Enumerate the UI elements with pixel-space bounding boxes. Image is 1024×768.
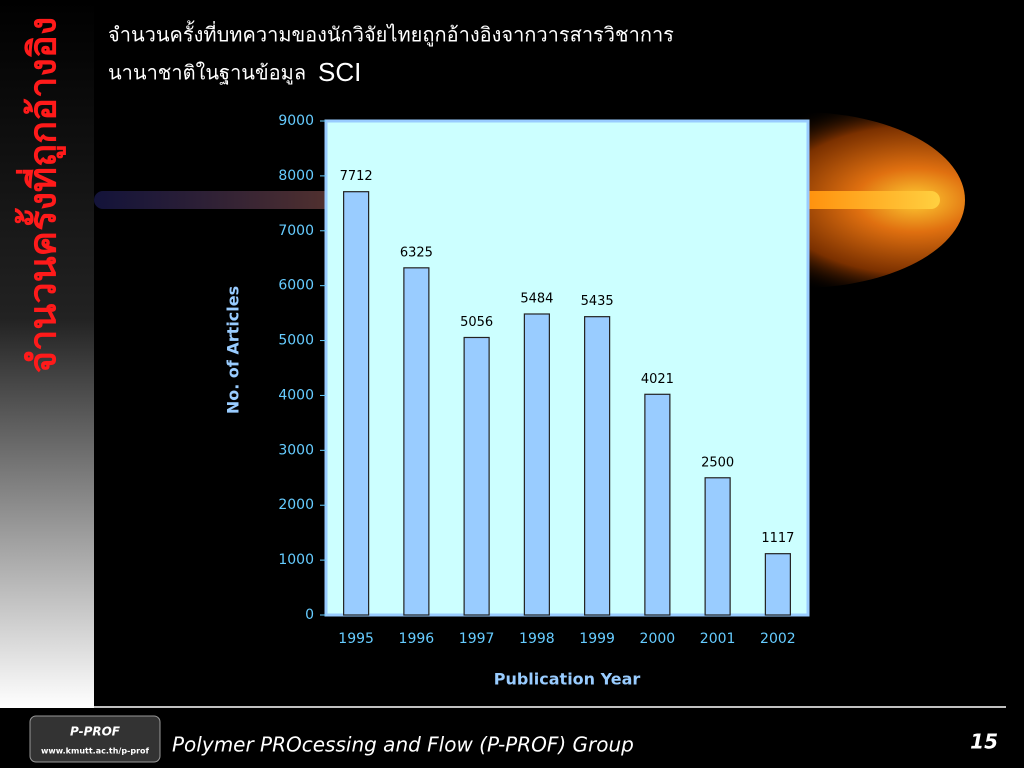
bar [343,191,370,616]
y-tick-label: 3000 [278,442,314,458]
bar [403,267,430,616]
y-tick-label: 2000 [278,497,314,513]
y-tick-label: 6000 [278,278,314,294]
logo-url: www.kmutt.ac.th/p-prof [41,747,150,756]
x-tick-label: 2001 [700,631,736,647]
y-tick-label: 4000 [278,387,314,403]
value-label: 5435 [581,294,614,309]
heading-line: นานาชาติในฐานข้อมูล [108,61,306,86]
x-tick-label: 2002 [760,631,796,647]
y-tick-label: 7000 [278,223,314,239]
y-tick-label: 1000 [278,552,314,568]
y-tick-label: 9000 [278,113,314,129]
value-label: 1117 [761,531,794,546]
bar [523,313,550,616]
heading-sci: SCI [318,57,361,87]
x-tick-label: 1995 [338,631,374,647]
bar [644,393,671,616]
y-axis-title: No. of Articles [224,286,243,414]
value-label: 2500 [701,455,734,470]
logo [29,715,161,763]
heading-line: จำนวนครั้งที่บทความของนักวิจัยไทยถูกอ้าง… [108,21,674,48]
x-tick-label: 1999 [579,631,615,647]
y-tick-label: 0 [305,607,314,623]
chart: 0 1000 2000 3000 4000 5000 6000 7000 8000 9000 199… [224,113,810,689]
sidebar [0,0,94,708]
bar [704,477,731,616]
page-number: 15 [970,730,998,754]
x-tick-label: 1997 [459,631,495,647]
y-tick-label: 5000 [278,333,314,349]
value-label: 5056 [460,315,493,330]
x-axis-title: Publication Year [494,670,641,689]
y-tick-label: 8000 [278,168,314,184]
bar [764,553,791,616]
value-label: 6325 [400,245,433,260]
x-tick-label: 1996 [399,631,435,647]
value-label: 4021 [641,372,674,387]
bar [584,316,611,616]
footer-text: Polymer PROcessing and Flow (P-PROF) Gro… [172,733,634,757]
x-tick-label: 1998 [519,631,555,647]
logo-text: P-PROF [70,725,121,739]
side-title: จำนวนครั้งที่ถูกอ้างอิง [15,17,67,373]
plot-area [324,119,810,617]
bar [463,336,490,616]
value-label: 7712 [340,169,373,184]
value-label: 5484 [520,291,553,306]
x-tick-label: 2000 [640,631,676,647]
